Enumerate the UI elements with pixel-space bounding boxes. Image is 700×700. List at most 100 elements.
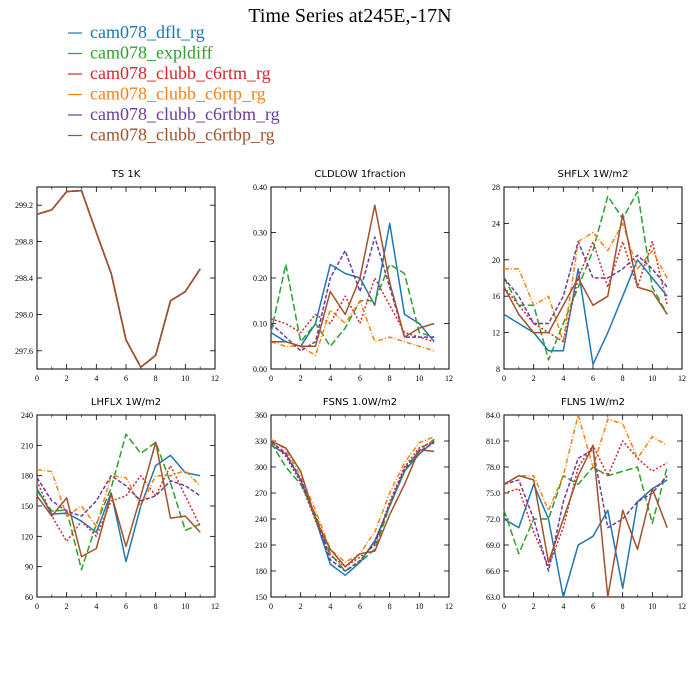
x-tick-label: 6 [124, 602, 128, 611]
x-tick-label: 6 [591, 374, 595, 383]
x-tick-label: 4 [561, 374, 565, 383]
panel-title: LHFLX 1W/m2 [91, 397, 161, 408]
x-tick-label: 2 [65, 602, 69, 611]
legend-label: cam078_clubb_c6rtm_rg [90, 63, 271, 83]
y-tick-label: 90 [25, 563, 33, 572]
panel-title: TS 1K [111, 169, 141, 180]
series-line [270, 440, 435, 568]
x-tick-label: 10 [181, 602, 189, 611]
series-line [270, 277, 435, 343]
x-tick-label: 6 [591, 602, 595, 611]
y-tick-label: 0.30 [253, 229, 267, 238]
series-line [36, 189, 201, 368]
x-tick-label: 10 [648, 602, 656, 611]
legend-label: cam078_clubb_c6rtp_rg [90, 84, 266, 104]
x-tick-label: 8 [388, 374, 392, 383]
x-tick-label: 12 [211, 602, 219, 611]
series-line [503, 448, 668, 572]
y-tick-label: 0.20 [253, 274, 267, 283]
y-tick-label: 0.00 [253, 365, 267, 374]
series-line [503, 479, 668, 598]
y-tick-label: 330 [255, 437, 267, 446]
x-tick-label: 8 [621, 374, 625, 383]
x-tick-label: 0 [269, 374, 273, 383]
x-tick-label: 12 [445, 602, 453, 611]
y-tick-label: 180 [255, 567, 267, 576]
series-line [36, 464, 201, 543]
y-tick-label: 0.40 [253, 183, 267, 192]
y-tick-label: 297.6 [15, 347, 33, 356]
series-line [270, 438, 435, 572]
series-line [503, 466, 668, 555]
panel-title: FSNS 1.0W/m2 [323, 397, 397, 408]
legend-label: cam078_clubb_c6rtbm_rg [90, 104, 280, 124]
series-line [36, 189, 201, 368]
series-line [503, 440, 668, 568]
y-tick-label: 75.0 [486, 489, 500, 498]
x-tick-label: 4 [328, 374, 332, 383]
x-tick-label: 0 [502, 602, 506, 611]
y-tick-label: 150 [255, 593, 267, 602]
y-tick-label: 210 [255, 541, 267, 550]
y-tick-label: 240 [21, 411, 33, 420]
panel-title: FLNS 1W/m2 [561, 397, 625, 408]
chart-panel: LHFLX 1W/m2 0 2 4 6 8 10 12 60 90 120 150 180 210 240 [21, 397, 219, 611]
y-tick-label: 66.0 [486, 567, 500, 576]
y-tick-label: 63.0 [486, 593, 500, 602]
x-tick-label: 8 [154, 374, 158, 383]
x-tick-label: 0 [502, 374, 506, 383]
x-tick-label: 8 [621, 602, 625, 611]
y-tick-label: 298.8 [15, 238, 33, 247]
x-tick-label: 2 [532, 374, 536, 383]
series-line [36, 433, 201, 571]
x-tick-label: 10 [415, 374, 423, 383]
y-tick-label: 60 [25, 593, 33, 602]
x-tick-label: 4 [94, 374, 98, 383]
series-line [36, 189, 201, 368]
x-tick-label: 12 [211, 374, 219, 383]
y-tick-label: 298.4 [15, 274, 33, 283]
y-tick-label: 240 [255, 515, 267, 524]
series-line [36, 474, 201, 517]
chart-panels: TS 1K0 2 4 6 8 10 12297.6298.0298.4298.8299.2C… [15, 169, 686, 611]
series-line [36, 189, 201, 368]
y-tick-label: 270 [255, 489, 267, 498]
y-tick-label: 299.2 [15, 201, 33, 210]
x-tick-label: 2 [299, 602, 303, 611]
x-tick-label: 0 [269, 602, 273, 611]
x-tick-label: 8 [154, 602, 158, 611]
x-tick-label: 6 [358, 602, 362, 611]
x-tick-label: 2 [65, 374, 69, 383]
y-tick-label: 0.10 [253, 320, 267, 329]
chart-panel: FLNS 1W/m2 0 2 4 6 8 10 12 63.0 66.0 69.0 72.0 75.0 7… [486, 397, 686, 611]
y-tick-label: 8 [496, 365, 500, 374]
x-tick-label: 10 [648, 374, 656, 383]
y-tick-label: 20 [492, 256, 500, 265]
x-tick-label: 2 [532, 602, 536, 611]
x-tick-label: 10 [415, 602, 423, 611]
y-tick-label: 28 [492, 183, 500, 192]
x-tick-label: 12 [678, 602, 686, 611]
panel-title: CLDLOW 1fraction [314, 169, 405, 180]
y-tick-label: 84.0 [486, 411, 500, 420]
series-line [503, 240, 668, 325]
y-tick-label: 300 [255, 463, 267, 472]
y-tick-label: 24 [492, 219, 500, 228]
series-line [36, 441, 201, 558]
x-tick-label: 0 [35, 374, 39, 383]
series-line [503, 414, 668, 512]
y-tick-label: 150 [21, 502, 33, 511]
x-tick-label: 2 [299, 374, 303, 383]
y-tick-label: 72.0 [486, 515, 500, 524]
series-line [270, 300, 435, 357]
x-tick-label: 0 [35, 602, 39, 611]
legend-label: cam078_clubb_c6rtbp_rg [90, 125, 275, 145]
series-line [270, 436, 435, 564]
plot-frame [503, 186, 683, 370]
series-line [270, 236, 435, 352]
x-tick-label: 6 [124, 374, 128, 383]
chart-panel: CLDLOW 1fraction 0 2 4 6 8 10 12 0.00 0.10 0.20 0.3… [253, 169, 453, 383]
series-line [503, 444, 668, 598]
x-tick-label: 10 [181, 374, 189, 383]
